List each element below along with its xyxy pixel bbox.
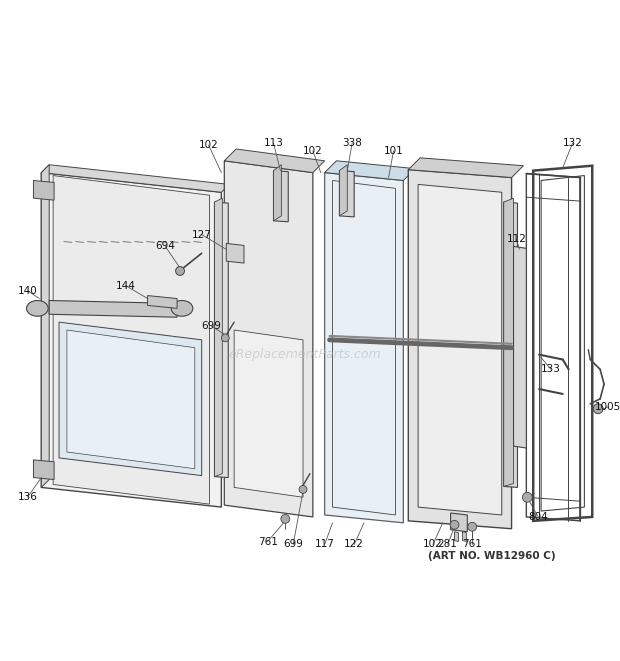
Polygon shape [234,330,303,497]
Polygon shape [325,161,415,180]
Polygon shape [53,176,210,504]
Polygon shape [67,330,195,469]
Polygon shape [503,198,513,486]
Text: eReplacementParts.com: eReplacementParts.com [229,348,381,361]
Text: 127: 127 [192,229,211,239]
Text: 694: 694 [156,241,175,251]
Text: 699: 699 [283,539,303,549]
Circle shape [221,334,229,342]
Text: 112: 112 [507,235,526,245]
Text: 101: 101 [384,146,404,156]
Polygon shape [339,171,354,217]
Text: 132: 132 [562,138,583,148]
Polygon shape [42,165,229,192]
Polygon shape [451,513,467,531]
Polygon shape [454,531,458,541]
Text: 144: 144 [116,281,136,291]
Polygon shape [409,170,512,529]
Circle shape [175,266,185,276]
Polygon shape [513,247,526,448]
Text: 281: 281 [438,539,458,549]
Polygon shape [42,165,49,487]
Circle shape [450,520,459,529]
Text: (ART NO. WB12960 C): (ART NO. WB12960 C) [428,551,556,561]
Text: 102: 102 [303,146,323,156]
Polygon shape [339,165,347,216]
Text: 140: 140 [18,286,37,295]
Circle shape [281,514,290,524]
Text: 102: 102 [423,539,443,549]
Polygon shape [42,173,221,507]
Text: 699: 699 [202,321,221,331]
Polygon shape [224,149,325,173]
Polygon shape [33,180,54,200]
Circle shape [523,492,532,502]
Text: 761: 761 [463,539,482,549]
Text: 338: 338 [342,138,362,148]
Polygon shape [33,460,54,479]
Text: 113: 113 [264,138,283,148]
Circle shape [299,485,307,493]
Polygon shape [273,171,288,222]
Polygon shape [463,531,466,541]
Polygon shape [409,158,523,178]
Text: 761: 761 [258,537,278,547]
Polygon shape [49,301,177,317]
Text: 136: 136 [17,492,37,502]
Polygon shape [224,161,313,517]
Text: 1005: 1005 [595,402,620,412]
Polygon shape [418,184,502,515]
Text: 122: 122 [344,539,364,549]
Circle shape [468,522,477,531]
Ellipse shape [171,301,193,316]
Circle shape [593,404,603,414]
Polygon shape [148,295,177,309]
Ellipse shape [27,301,48,316]
Text: 117: 117 [315,539,335,549]
Text: 102: 102 [198,140,218,150]
Polygon shape [503,202,518,487]
Polygon shape [59,322,202,476]
Polygon shape [325,173,404,523]
Polygon shape [215,198,223,477]
Polygon shape [273,165,281,221]
Text: 133: 133 [541,364,561,374]
Polygon shape [215,202,228,478]
Text: 804: 804 [528,512,548,522]
Polygon shape [226,243,244,263]
